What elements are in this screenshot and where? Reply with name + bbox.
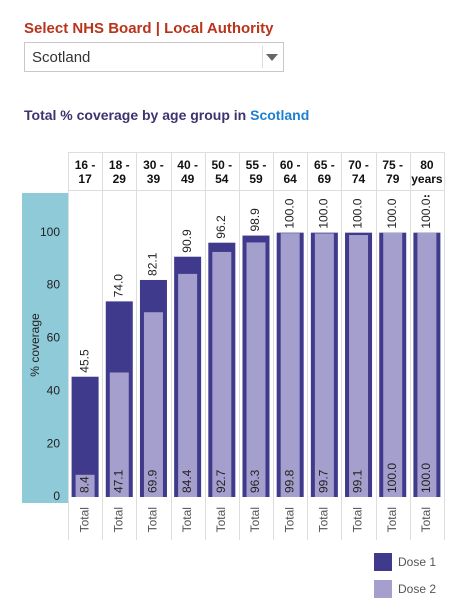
x-sublabel: Total	[146, 507, 160, 532]
value-label: 100.0	[317, 198, 331, 228]
value-label: 100.0	[351, 198, 365, 228]
x-sublabel: Total	[385, 507, 399, 532]
value-label: 96.2	[214, 215, 228, 239]
bar	[143, 312, 163, 497]
column-header: 55 - 59	[245, 158, 267, 186]
x-sublabel: Total	[419, 507, 433, 532]
legend-label: Dose 2	[398, 582, 436, 596]
legend-swatch	[374, 553, 392, 571]
legend-label: Dose 1	[398, 555, 436, 569]
column-header: 16 - 17	[74, 158, 96, 186]
bar	[417, 232, 437, 498]
dropdown-box[interactable]	[24, 42, 284, 72]
column-header: 18 - 29	[108, 158, 130, 186]
bar	[109, 372, 129, 497]
column-header: 60 - 64	[279, 158, 301, 186]
column-header: 75 - 79	[382, 158, 404, 186]
value-label: 47.1	[111, 469, 125, 493]
column-header: 70 - 74	[348, 158, 369, 186]
value-label: 99.7	[317, 469, 331, 493]
x-sublabel: Total	[282, 507, 296, 532]
dropdown-value[interactable]: Scotland	[32, 49, 90, 66]
bar	[75, 474, 95, 497]
y-axis-band	[22, 193, 68, 503]
column-header: 65 - 69	[314, 158, 335, 186]
x-sublabel: Total	[111, 507, 125, 532]
x-sublabel: Total	[77, 507, 91, 532]
value-label: 69.9	[146, 469, 160, 493]
value-label: 98.9	[248, 208, 262, 232]
column-header: 30 - 39	[143, 158, 164, 186]
y-axis-label: % coverage	[28, 313, 42, 377]
value-label: 100.0	[282, 198, 296, 228]
y-tick-label: 80	[47, 278, 61, 292]
x-sublabel: Total	[317, 507, 331, 532]
legend-swatch	[374, 580, 392, 598]
bar	[349, 235, 369, 497]
value-label: 84.4	[180, 469, 194, 493]
x-sublabel: Total	[248, 507, 262, 532]
value-label: 45.5	[77, 349, 91, 373]
bar	[178, 273, 198, 497]
y-tick-label: 60	[47, 331, 61, 345]
title-highlight: Scotland	[250, 107, 309, 123]
column-header: 50 - 54	[211, 158, 233, 186]
value-label: 8.4	[77, 476, 91, 493]
value-label: 82.1	[146, 252, 160, 276]
column-header: 80 years..	[411, 158, 443, 200]
title-text: Total % coverage by age group in	[24, 107, 246, 123]
x-sublabel: Total	[180, 507, 194, 532]
x-sublabel: Total	[214, 507, 228, 532]
value-label: 74.0	[111, 274, 125, 298]
dropdown[interactable]: Scotland	[24, 42, 284, 72]
y-tick-label: 100	[40, 225, 60, 239]
y-tick-label: 0	[53, 489, 60, 503]
dropdown-arrow[interactable]	[266, 54, 278, 61]
value-label: 96.3	[248, 469, 262, 493]
bar	[280, 233, 300, 498]
bar	[212, 251, 232, 497]
x-sublabel: Total	[351, 507, 365, 532]
bar	[383, 232, 403, 498]
bar	[314, 233, 334, 497]
bar	[246, 242, 266, 497]
value-label: 99.8	[282, 469, 296, 493]
value-label: 100.0	[385, 198, 399, 228]
selector-label: Select NHS Board | Local Authority	[24, 20, 274, 37]
y-tick-label: 40	[47, 383, 61, 397]
value-label: 90.9	[180, 229, 194, 253]
y-tick-label: 20	[47, 436, 61, 450]
column-header: 40 - 49	[177, 158, 198, 186]
value-label: 100.0	[419, 198, 433, 228]
value-label: 100.0	[419, 463, 433, 493]
value-label: 99.1	[351, 469, 365, 493]
value-label: 100.0	[385, 463, 399, 493]
chart-title: Total % coverage by age group in Scotlan…	[24, 107, 309, 123]
value-label: 92.7	[214, 469, 228, 493]
